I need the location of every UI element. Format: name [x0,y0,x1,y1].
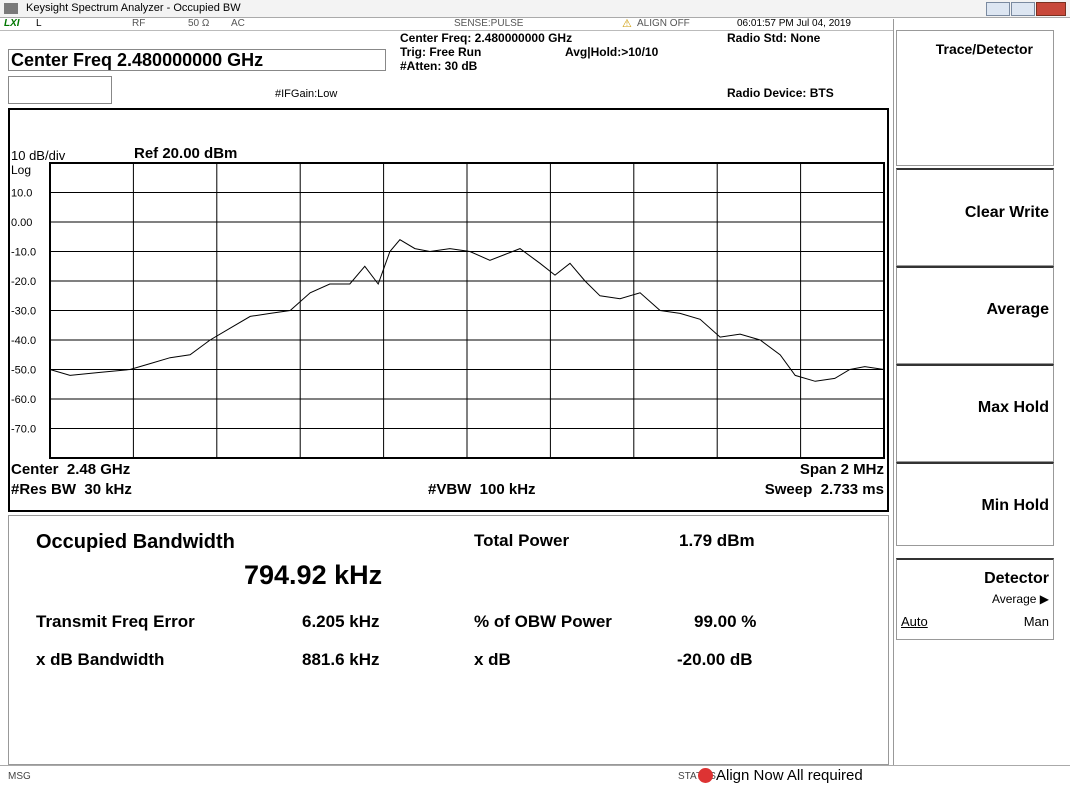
detector: Detector [984,570,1049,587]
minimize-button[interactable] [986,2,1010,16]
avg-hold: Avg|Hold:>10/10 [565,45,659,59]
y-tick-label: -70.0 [11,424,36,436]
max-hold: Max Hold [977,399,1049,416]
average: Average [986,301,1049,318]
input-l: L [36,18,42,29]
entry-box[interactable] [8,76,112,104]
warning-icon: ⚠ [622,18,632,30]
obw-power-label: % of OBW Power [474,612,612,631]
auto: Auto [901,614,928,629]
obw-power-value: 99.00 % [694,612,757,631]
footer-bar [0,765,1070,786]
ifgain: #IFGain:Low [275,88,338,100]
graph-frame [8,108,889,512]
obw-label: Occupied Bandwidth [36,531,235,553]
app-icon [4,3,18,14]
status-message: Align Now All required [716,767,863,784]
freq-error-label: Transmit Freq Error [36,612,195,631]
impedance: 50 Ω [188,18,210,29]
trig: Trig: Free Run [400,45,482,59]
rf: RF [132,18,146,29]
obw-value: 794.92 kHz [244,560,383,590]
softkey-clear-write[interactable]: Clear Write [896,168,1054,266]
status-label: STATUS [678,771,716,782]
window-title: Keysight Spectrum Analyzer - Occupied BW [26,2,241,14]
center-freq-box[interactable] [8,49,386,71]
man: Man [1023,614,1049,629]
timestamp: 06:01:57 PM Jul 04, 2019 [737,18,851,29]
y-tick-label: -20.0 [11,276,36,288]
res-bw: #Res BW 30 kHz [11,481,132,498]
span: Span 2 MHz [800,461,884,478]
softkey-max-hold[interactable]: Max Hold [896,364,1054,462]
menu-title: Trace/Detector [935,41,1033,57]
softkey-average[interactable]: Average [896,266,1054,364]
softkey-min-hold[interactable]: Min Hold [896,462,1054,546]
coupling: AC [231,18,245,29]
vbw: #VBW 100 kHz [428,481,536,498]
min-hold: Min Hold [981,497,1049,514]
freq-error-value: 6.205 kHz [302,612,380,631]
atten: #Atten: 30 dB [400,59,478,73]
y-tick-label: -60.0 [11,394,36,406]
y-tick-label: 10.0 [11,188,32,200]
lxi: LXI [4,18,20,29]
results-panel [8,515,889,765]
clear-write: Clear Write [964,204,1049,221]
y-tick-label: -10.0 [11,247,36,259]
log-label: Log [11,163,31,177]
xdb-value: -20.00 dB [677,650,753,669]
detector-value: Average ▶ [991,592,1049,606]
y-tick-label: 0.00 [11,217,32,229]
xdb-bw-label: x dB Bandwidth [36,650,165,669]
scale: 10 dB/div [11,148,66,163]
radio-std: Radio Std: None [727,31,821,45]
y-tick-label: -40.0 [11,335,36,347]
total-power-label: Total Power [474,531,570,550]
softkey-detector[interactable]: Detector Average ▶ Auto Man [896,558,1054,640]
xdb-bw-value: 881.6 kHz [302,650,380,669]
radio-device: Radio Device: BTS [727,86,834,100]
center-freq: Center Freq 2.480000000 GHz [11,50,264,70]
status-strip [0,19,893,31]
xdb-label: x dB [474,650,511,669]
trace-line [49,239,885,382]
ref-level: Ref 20.00 dBm [134,145,237,162]
error-icon [698,768,713,783]
total-power-value: 1.79 dBm [679,531,755,550]
y-tick-label: -50.0 [11,365,36,377]
close-button[interactable] [1036,2,1066,16]
center-label: Center 2.48 GHz [11,461,130,478]
title-bar [0,0,1070,18]
y-tick-label: -30.0 [11,306,36,318]
maximize-button[interactable] [1011,2,1035,16]
trace-graph: 10 dB/div Ref 20.00 dBm Log Center 2.48 … [11,145,885,498]
center-freq-info: Center Freq: 2.480000000 GHz [400,31,573,45]
sweep: Sweep 2.733 ms [765,481,884,498]
msg: MSG [8,771,31,782]
softkey-menu: Trace/Detector [896,30,1054,166]
align-status: ALIGN OFF [637,18,690,29]
sense: SENSE:PULSE [454,18,524,29]
